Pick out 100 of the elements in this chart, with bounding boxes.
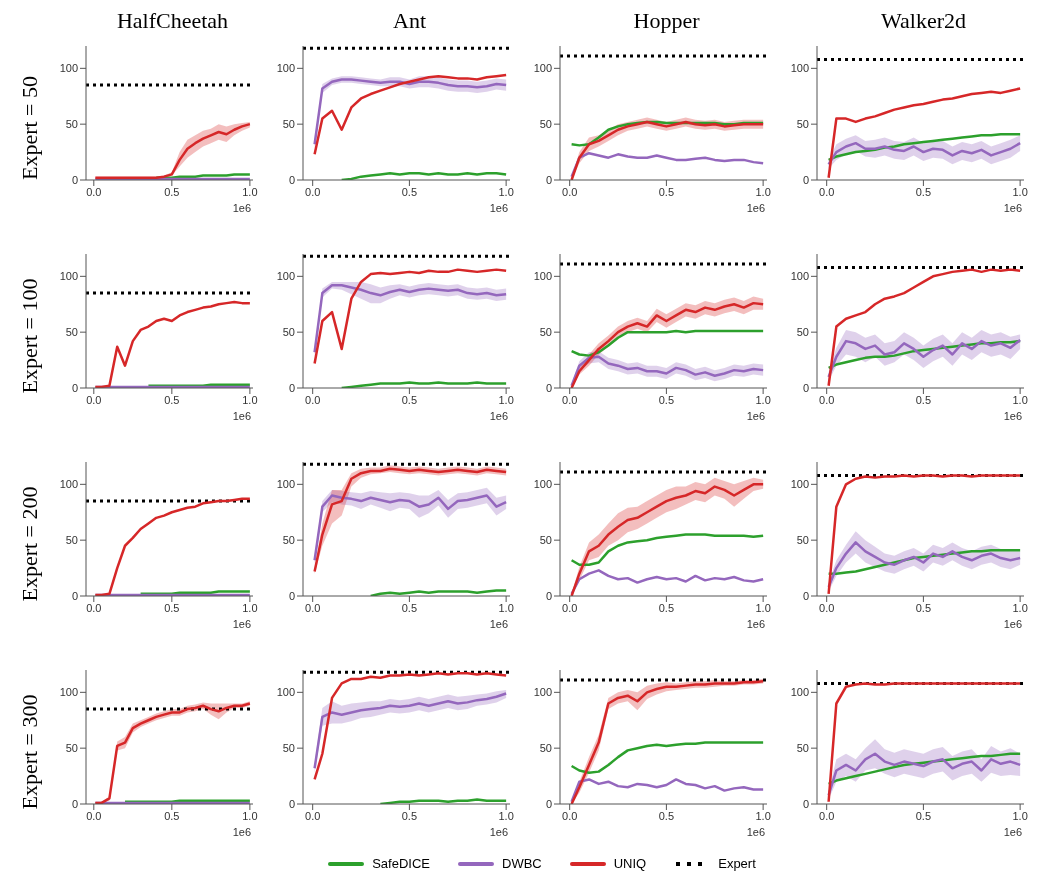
line-series — [827, 541, 1022, 589]
line-series — [570, 533, 765, 566]
line-series — [313, 672, 508, 781]
y-tick-label: 50 — [539, 326, 552, 339]
y-axis-title: Expert = 200 — [17, 486, 43, 602]
x-tick-label: 1.0 — [242, 393, 258, 406]
line-series — [570, 778, 765, 804]
x-tick-label: 0.5 — [401, 809, 418, 822]
y-tick-label: 50 — [539, 118, 552, 131]
x-tick-label: 0.0 — [86, 185, 102, 198]
x-tick-label: 0.0 — [305, 185, 321, 198]
line-series — [827, 338, 1022, 379]
y-tick-label: 100 — [276, 478, 295, 491]
y-tick-label: 50 — [282, 742, 295, 755]
x-tick-label: 0.5 — [915, 601, 932, 614]
y-tick-label: 50 — [282, 118, 295, 131]
chart-title: Walker2d — [880, 8, 967, 35]
x-axis-title: 1e6 — [489, 618, 508, 630]
x-tick-label: 0.0 — [562, 185, 578, 198]
y-tick-label: 100 — [533, 478, 552, 491]
line-series — [827, 752, 1022, 797]
y-tick-label: 100 — [276, 270, 295, 283]
x-tick-label: 0.0 — [86, 601, 102, 614]
y-tick-label: 0 — [288, 797, 295, 810]
y-axis-title: Expert = 100 — [17, 278, 43, 394]
line-series — [94, 497, 252, 596]
x-tick-label: 0.0 — [305, 809, 321, 822]
y-tick-label: 0 — [71, 173, 78, 186]
x-tick-label: 1.0 — [498, 601, 514, 614]
y-tick-label: 50 — [796, 742, 809, 755]
y-tick-label: 100 — [59, 62, 78, 75]
line-series — [313, 268, 508, 365]
x-tick-label: 1.0 — [498, 393, 514, 406]
x-tick-label: 0.0 — [86, 393, 102, 406]
line-series — [827, 682, 1022, 804]
x-tick-label: 1.0 — [1012, 809, 1028, 822]
x-tick-label: 0.0 — [819, 601, 835, 614]
x-tick-label: 1.0 — [1012, 393, 1028, 406]
x-tick-label: 0.5 — [401, 393, 418, 406]
x-tick-label: 0.0 — [819, 809, 835, 822]
x-tick-label: 1.0 — [1012, 185, 1028, 198]
x-tick-label: 0.0 — [305, 601, 321, 614]
y-tick-label: 50 — [796, 534, 809, 547]
y-tick-label: 100 — [533, 686, 552, 699]
y-tick-label: 0 — [545, 381, 552, 394]
line-series — [570, 741, 765, 774]
y-tick-label: 100 — [533, 62, 552, 75]
y-tick-label: 0 — [288, 589, 295, 602]
y-tick-label: 0 — [71, 589, 78, 602]
x-tick-label: 0.5 — [164, 185, 180, 198]
x-tick-label: 0.5 — [915, 393, 932, 406]
x-tick-label: 0.5 — [164, 809, 180, 822]
x-axis-title: 1e6 — [232, 410, 251, 422]
x-axis-title: 1e6 — [746, 618, 765, 630]
y-tick-label: 50 — [796, 326, 809, 339]
line-series — [827, 141, 1022, 166]
y-tick-label: 50 — [65, 118, 78, 131]
y-tick-label: 0 — [545, 173, 552, 186]
x-axis-title: 1e6 — [232, 202, 251, 214]
y-tick-label: 100 — [59, 686, 78, 699]
y-tick-label: 0 — [545, 589, 552, 602]
x-tick-label: 0.5 — [164, 601, 180, 614]
x-tick-label: 0.0 — [819, 185, 835, 198]
y-tick-label: 0 — [545, 797, 552, 810]
x-tick-label: 1.0 — [498, 809, 514, 822]
x-tick-label: 0.5 — [401, 601, 418, 614]
chart-title: HalfCheetah — [115, 8, 230, 35]
x-tick-label: 1.0 — [755, 185, 771, 198]
x-tick-label: 1.0 — [242, 601, 258, 614]
x-tick-label: 0.0 — [86, 809, 102, 822]
x-axis-title: 1e6 — [1003, 410, 1022, 422]
x-axis-title: 1e6 — [232, 826, 251, 838]
x-axis-title: 1e6 — [489, 410, 508, 422]
x-tick-label: 0.5 — [658, 393, 675, 406]
y-tick-label: 0 — [288, 173, 295, 186]
x-tick-label: 0.5 — [915, 185, 932, 198]
x-tick-label: 0.5 — [401, 185, 418, 198]
y-tick-label: 100 — [276, 686, 295, 699]
x-tick-label: 1.0 — [755, 601, 771, 614]
line-series — [94, 300, 252, 388]
x-tick-label: 1.0 — [498, 185, 514, 198]
x-axis-title: 1e6 — [1003, 618, 1022, 630]
x-tick-label: 1.0 — [1012, 601, 1028, 614]
x-axis-title: 1e6 — [232, 618, 251, 630]
y-tick-label: 50 — [65, 326, 78, 339]
y-tick-label: 100 — [790, 62, 809, 75]
y-tick-label: 50 — [65, 742, 78, 755]
x-axis-title: 1e6 — [489, 202, 508, 214]
y-axis-title: Expert = 50 — [17, 75, 43, 181]
y-tick-label: 0 — [802, 381, 809, 394]
x-tick-label: 0.5 — [658, 809, 675, 822]
legend-label: Expert — [718, 856, 756, 871]
x-tick-label: 1.0 — [755, 393, 771, 406]
x-tick-label: 1.0 — [755, 809, 771, 822]
x-axis-title: 1e6 — [1003, 826, 1022, 838]
x-tick-label: 0.5 — [658, 185, 675, 198]
x-axis-title: 1e6 — [746, 826, 765, 838]
y-tick-label: 0 — [802, 589, 809, 602]
y-tick-label: 0 — [71, 797, 78, 810]
y-tick-label: 50 — [65, 534, 78, 547]
